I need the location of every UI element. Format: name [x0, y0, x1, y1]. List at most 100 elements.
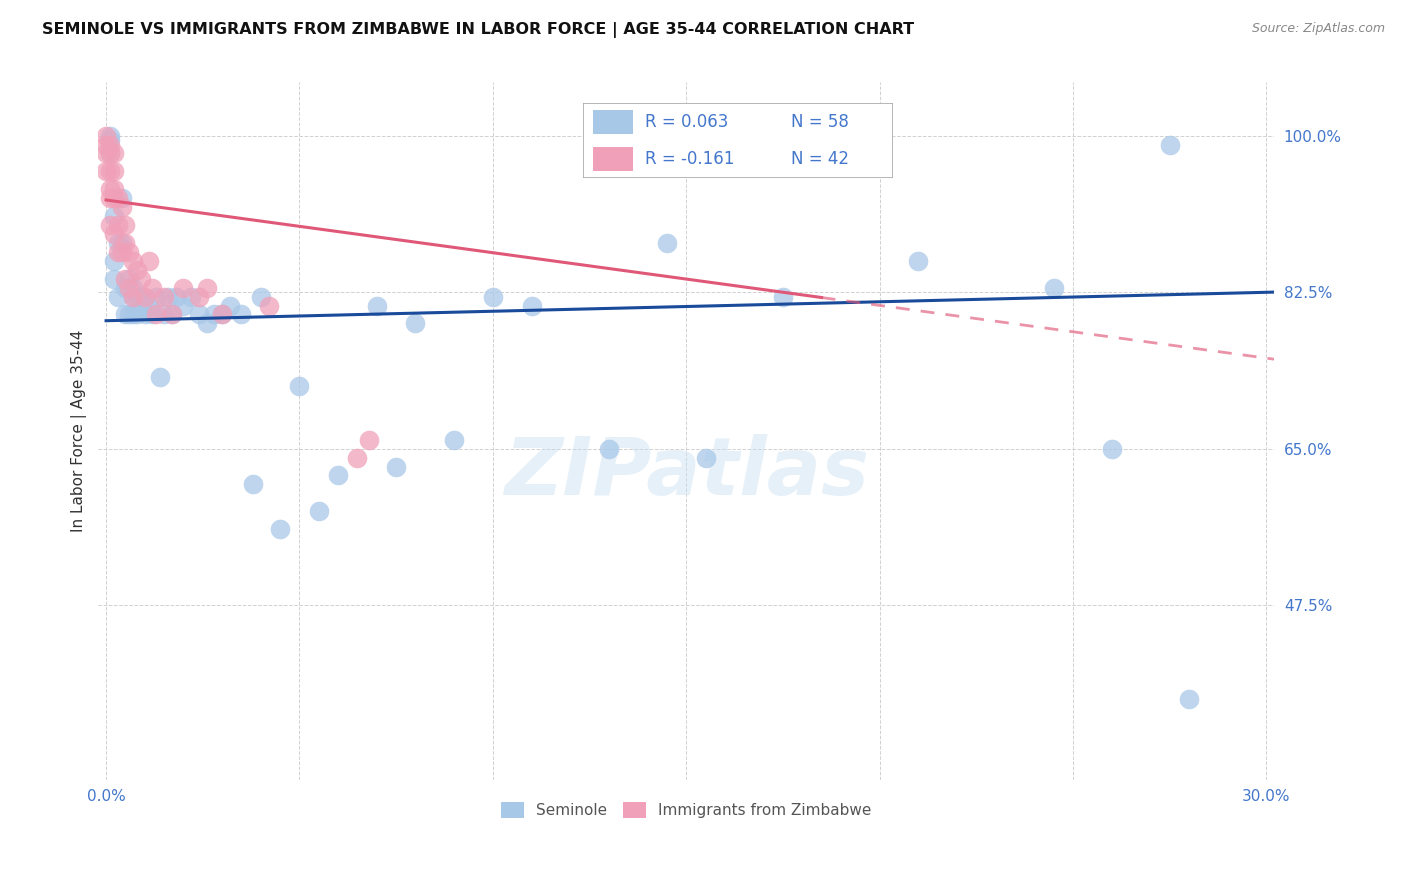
Point	[598, 442, 620, 456]
Text: Source: ZipAtlas.com: Source: ZipAtlas.com	[1251, 22, 1385, 36]
Point	[103, 253, 125, 268]
Point	[114, 308, 136, 322]
Point	[114, 218, 136, 232]
Point	[98, 182, 121, 196]
Point	[98, 133, 121, 147]
Point	[180, 289, 202, 303]
Point	[110, 191, 132, 205]
Point	[195, 317, 218, 331]
Point	[110, 244, 132, 259]
Point	[122, 289, 145, 303]
Text: ZIPatlas: ZIPatlas	[503, 434, 869, 512]
Point	[1178, 692, 1201, 706]
Point	[156, 289, 179, 303]
Point	[211, 308, 233, 322]
Point	[153, 308, 176, 322]
Point	[172, 299, 194, 313]
Point	[772, 289, 794, 303]
Point	[103, 146, 125, 161]
Point	[145, 289, 167, 303]
Point	[141, 308, 163, 322]
Point	[160, 308, 183, 322]
Point	[103, 191, 125, 205]
Point	[98, 191, 121, 205]
Point	[482, 289, 505, 303]
Point	[94, 128, 117, 143]
Point	[125, 289, 148, 303]
Point	[103, 209, 125, 223]
Point	[94, 164, 117, 178]
Point	[655, 235, 678, 250]
Point	[103, 227, 125, 241]
Point	[118, 308, 141, 322]
Point	[187, 289, 209, 303]
Point	[98, 218, 121, 232]
Point	[249, 289, 271, 303]
Point	[308, 504, 330, 518]
Point	[160, 308, 183, 322]
Point	[110, 200, 132, 214]
Point	[103, 271, 125, 285]
Point	[134, 289, 156, 303]
Point	[443, 433, 465, 447]
Point	[187, 308, 209, 322]
Point	[103, 164, 125, 178]
Point	[1159, 137, 1181, 152]
Point	[405, 317, 427, 331]
Point	[145, 308, 167, 322]
Point	[114, 271, 136, 285]
Point	[366, 299, 388, 313]
Point	[242, 477, 264, 491]
Point	[195, 280, 218, 294]
Text: R = -0.161: R = -0.161	[645, 150, 735, 168]
Point	[907, 253, 929, 268]
Text: N = 58: N = 58	[790, 113, 849, 131]
Point	[288, 379, 311, 393]
Point	[385, 459, 408, 474]
Point	[98, 128, 121, 143]
FancyBboxPatch shape	[593, 146, 633, 171]
Point	[110, 235, 132, 250]
FancyBboxPatch shape	[593, 111, 633, 135]
Point	[122, 289, 145, 303]
Point	[98, 137, 121, 152]
Point	[134, 308, 156, 322]
Point	[359, 433, 381, 447]
Point	[153, 289, 176, 303]
Point	[98, 146, 121, 161]
Point	[118, 244, 141, 259]
Point	[107, 235, 129, 250]
Point	[118, 271, 141, 285]
Point	[231, 308, 253, 322]
Point	[149, 370, 172, 384]
Text: N = 42: N = 42	[790, 150, 849, 168]
Point	[114, 280, 136, 294]
Point	[94, 137, 117, 152]
Point	[172, 280, 194, 294]
Legend: Seminole, Immigrants from Zimbabwe: Seminole, Immigrants from Zimbabwe	[495, 796, 877, 824]
Point	[107, 191, 129, 205]
Point	[129, 271, 152, 285]
FancyBboxPatch shape	[583, 103, 893, 178]
Point	[202, 308, 225, 322]
Point	[122, 280, 145, 294]
Point	[326, 468, 349, 483]
Point	[269, 522, 291, 536]
Point	[118, 280, 141, 294]
Point	[122, 253, 145, 268]
Point	[138, 299, 160, 313]
Point	[107, 244, 129, 259]
Point	[107, 218, 129, 232]
Point	[125, 308, 148, 322]
Point	[695, 450, 717, 465]
Y-axis label: In Labor Force | Age 35-44: In Labor Force | Age 35-44	[72, 329, 87, 532]
Point	[218, 299, 240, 313]
Point	[1042, 280, 1064, 294]
Point	[211, 308, 233, 322]
Point	[1101, 442, 1123, 456]
Point	[165, 289, 187, 303]
Text: R = 0.063: R = 0.063	[645, 113, 728, 131]
Point	[94, 146, 117, 161]
Point	[125, 262, 148, 277]
Point	[103, 182, 125, 196]
